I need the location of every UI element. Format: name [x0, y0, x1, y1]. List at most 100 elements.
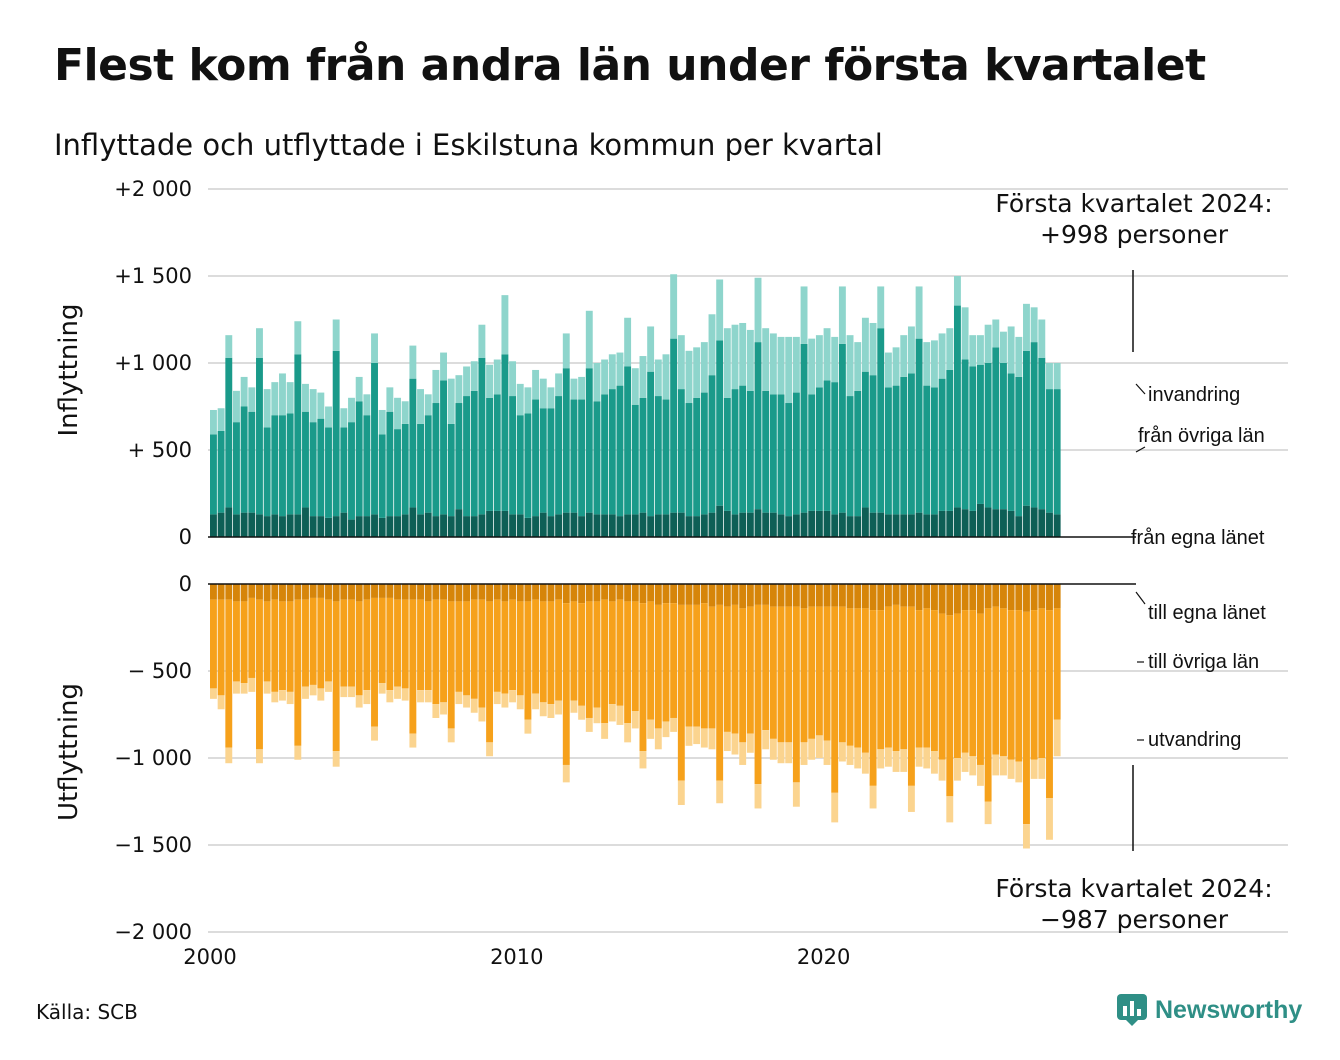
bar-in-segment	[762, 512, 770, 537]
bar-out-segment	[225, 584, 233, 600]
bar-in-segment	[670, 274, 678, 339]
bar-out-segment	[930, 584, 938, 611]
bar-out-segment	[562, 603, 570, 765]
bar-in-segment	[348, 519, 355, 537]
bar-out-segment	[654, 728, 662, 750]
bar-in-segment	[378, 434, 386, 518]
bar-in-segment	[685, 403, 693, 517]
bar-in-segment	[685, 516, 693, 537]
bar-in-segment	[539, 512, 547, 537]
bar-in-segment	[279, 516, 286, 537]
axis-labels: Inflyttning Utflyttning	[54, 304, 84, 822]
bar-in-segment	[877, 512, 885, 537]
bar-out-segment	[969, 584, 977, 611]
bar-out-segment	[516, 601, 524, 696]
y-tick-label: −1 000	[114, 746, 192, 770]
bar-out-segment	[486, 742, 494, 757]
bar-out-segment	[754, 604, 762, 785]
bar-in-segment	[440, 352, 447, 381]
annotation-top-line1: Första kvartalet 2024:	[995, 189, 1272, 218]
bar-out-segment	[417, 690, 424, 703]
bar-in-segment	[501, 295, 509, 355]
bar-in-segment	[455, 375, 463, 404]
bar-out-segment	[846, 745, 854, 765]
bar-in-segment	[662, 514, 670, 537]
bar-out-segment	[417, 584, 424, 600]
bar-out-segment	[401, 584, 409, 600]
bar-in-segment	[294, 514, 302, 537]
bar-in-segment	[808, 394, 816, 511]
bar-out-segment	[509, 584, 517, 600]
bar-out-segment	[969, 756, 977, 776]
bar-out-segment	[401, 599, 409, 689]
bar-in-segment	[808, 338, 816, 395]
bar-in-segment	[578, 376, 586, 400]
bar-out-segment	[930, 751, 938, 774]
bar-in-segment	[1000, 331, 1007, 363]
bar-in-segment	[754, 342, 762, 510]
bar-in-segment	[325, 517, 332, 537]
bar-in-segment	[831, 382, 839, 515]
bar-out-segment	[279, 584, 286, 602]
bar-in-segment	[953, 507, 961, 537]
bar-out-segment	[378, 683, 386, 694]
bar-in-segment	[631, 404, 639, 515]
bar-in-segment	[463, 366, 471, 397]
bar-out-segment	[800, 584, 808, 609]
bar-in-segment	[884, 352, 892, 388]
bar-out-segment	[371, 584, 378, 598]
x-tick-label: 2000	[183, 945, 236, 969]
bar-in-segment	[969, 510, 977, 537]
bar-in-segment	[792, 514, 800, 537]
bar-in-segment	[240, 406, 248, 513]
bar-out-segment	[938, 613, 946, 760]
bar-out-segment	[846, 584, 854, 609]
bar-out-segment	[693, 726, 701, 745]
bar-out-segment	[961, 752, 969, 772]
brand-name: Newsworthy	[1155, 995, 1303, 1024]
bar-in-segment	[570, 512, 578, 537]
bar-out-segment	[302, 584, 309, 600]
bar-in-segment	[900, 376, 908, 515]
bar-out-segment	[654, 604, 662, 729]
bar-in-segment	[662, 399, 670, 515]
bar-in-segment	[639, 356, 647, 398]
bar-out-segment	[524, 719, 532, 734]
bar-out-segment	[547, 584, 555, 602]
bar-in-segment	[348, 422, 355, 520]
bar-in-segment	[693, 397, 701, 517]
y-tick-label: −2 000	[114, 920, 192, 944]
bar-in-segment	[417, 423, 424, 515]
bar-out-segment	[639, 584, 647, 604]
bar-in-segment	[547, 408, 555, 517]
bar-out-segment	[217, 584, 225, 600]
bar-in-segment	[800, 512, 808, 537]
bar-out-segment	[616, 584, 624, 600]
bar-out-segment	[1015, 584, 1023, 611]
bar-in-segment	[723, 328, 731, 398]
bar-in-segment	[585, 310, 593, 369]
bar-in-segment	[961, 509, 969, 537]
bar-out-segment	[302, 599, 309, 687]
bar-out-segment	[700, 603, 708, 729]
bar-out-segment	[271, 691, 279, 703]
bar-out-segment	[317, 688, 325, 701]
bar-out-segment	[432, 584, 440, 600]
bar-out-segment	[440, 584, 447, 600]
bar-in-segment	[1030, 342, 1038, 508]
bar-in-segment	[716, 279, 724, 341]
bar-in-segment	[1007, 510, 1015, 537]
bar-in-segment	[785, 403, 793, 517]
bar-out-segment	[1015, 761, 1023, 783]
bar-in-segment	[585, 368, 593, 513]
bar-out-segment	[578, 705, 586, 720]
bar-out-segment	[340, 599, 348, 687]
bar-in-segment	[1030, 507, 1038, 537]
bar-out-segment	[233, 681, 240, 694]
bar-in-segment	[463, 516, 471, 537]
bar-in-segment	[493, 394, 501, 511]
bar-in-segment	[1046, 363, 1053, 390]
bar-in-segment	[401, 423, 409, 515]
bar-in-segment	[938, 510, 946, 537]
bar-in-segment	[562, 333, 570, 369]
